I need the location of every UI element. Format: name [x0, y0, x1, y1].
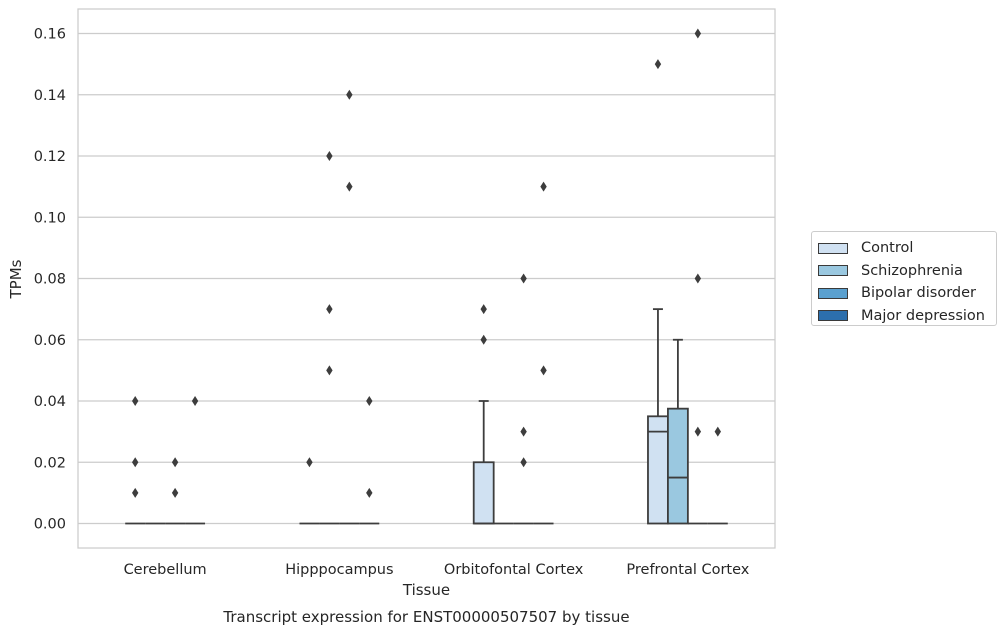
box-schizophrenia: [667, 338, 689, 525]
chart-title: Transcript expression for ENST0000050750…: [222, 608, 629, 626]
box-control: [647, 308, 669, 525]
outlier-points: [131, 28, 722, 498]
outlier-point: [326, 151, 333, 161]
outlier-point: [171, 487, 179, 498]
legend-label-schizophrenia: Schizophrenia: [861, 262, 963, 279]
outlier-point: [694, 28, 702, 39]
outlier-point: [171, 457, 179, 468]
legend-item-control: Control: [818, 237, 996, 260]
legend-swatch-schizophrenia: [818, 265, 848, 277]
outlier-point: [654, 59, 662, 70]
y-tick-label: 0.12: [34, 149, 66, 165]
legend-item-schizophrenia: Schizophrenia: [818, 260, 996, 283]
legend-item-bipolar-disorder: Bipolar disorder: [818, 282, 996, 305]
y-tick-label: 0.10: [34, 210, 66, 226]
outlier-point: [131, 487, 139, 498]
legend-label-major-depression: Major depression: [861, 307, 985, 324]
x-tick-label: Orbitofontal Cortex: [444, 562, 584, 578]
legend: Control Schizophrenia Bipolar disorder M…: [811, 231, 997, 326]
outlier-point: [520, 426, 527, 437]
legend-label-bipolar-disorder: Bipolar disorder: [861, 285, 976, 302]
y-tick-label: 0.06: [34, 333, 66, 349]
x-tick-labels: Cerebellum Hipppocampus Orbitofontal Corte…: [124, 562, 750, 578]
outlier-point: [540, 365, 547, 376]
outlier-point: [520, 457, 527, 468]
y-tick-label: 0.02: [34, 455, 66, 471]
outlier-point: [346, 89, 353, 100]
outlier-point: [131, 396, 139, 406]
legend-label-control: Control: [861, 240, 914, 257]
outlier-point: [366, 487, 373, 498]
y-tick-label: 0.00: [34, 517, 66, 533]
outlier-point: [480, 334, 487, 345]
y-axis-label: TPMs: [7, 259, 25, 299]
legend-swatch-bipolar-disorder: [818, 287, 848, 299]
legend-swatch-major-depression: [818, 310, 848, 322]
x-tick-label: Prefrontal Cortex: [626, 562, 749, 578]
y-tick-label: 0.04: [34, 394, 66, 410]
box-body: [667, 407, 689, 525]
outlier-point: [540, 181, 547, 192]
outlier-point: [714, 426, 722, 437]
y-tick-labels: 0.00 0.02 0.04 0.06 0.08 0.10 0.12 0.14 0.16: [34, 27, 66, 533]
x-tick-label: Cerebellum: [124, 562, 207, 578]
outlier-point: [306, 457, 313, 468]
outlier-point: [480, 304, 487, 315]
outlier-point: [131, 457, 139, 468]
box-control: [472, 400, 495, 525]
x-tick-label: Hipppocampus: [285, 562, 393, 578]
outlier-point: [694, 273, 702, 284]
outlier-point: [191, 396, 199, 406]
y-tick-label: 0.14: [34, 88, 66, 104]
legend-swatch-control: [818, 242, 848, 254]
box-body: [472, 461, 495, 525]
outlier-point: [346, 181, 353, 192]
x-axis-label: Tissue: [402, 581, 450, 599]
legend-item-major-depression: Major depression: [818, 305, 996, 328]
outlier-point: [366, 396, 373, 406]
y-tick-label: 0.16: [34, 27, 66, 43]
outlier-point: [694, 426, 702, 437]
y-tick-label: 0.08: [34, 272, 66, 288]
boxes: [125, 308, 728, 525]
outlier-point: [326, 365, 333, 376]
outlier-point: [520, 273, 527, 284]
outlier-point: [326, 304, 333, 315]
